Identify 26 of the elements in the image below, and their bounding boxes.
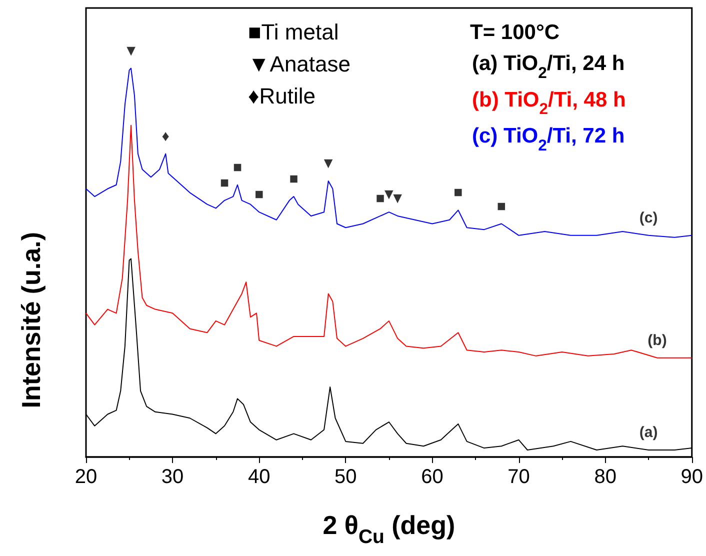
x-tick-label: 80 — [594, 466, 616, 488]
x-tick-label: 20 — [74, 466, 98, 488]
x-tick-label: 40 — [248, 466, 270, 488]
annotation: (c) — [639, 209, 658, 226]
annotation: ▼ — [124, 42, 138, 60]
annotation: ■ — [454, 184, 463, 202]
annotation: ■ — [496, 198, 506, 215]
annotation: (b) — [648, 332, 667, 349]
x-tick-label: 30 — [161, 466, 184, 488]
annotation: ♦ — [162, 128, 170, 145]
y-axis-title: Intensité (u.a.) — [16, 232, 46, 408]
x-tick-label: 90 — [680, 466, 703, 488]
x-tick-label: 50 — [334, 466, 357, 488]
annotation: ♦Rutile — [248, 84, 316, 108]
text: ■Ti metal — [248, 20, 339, 44]
annotation: ■ — [376, 190, 385, 207]
annotation: ■ — [220, 174, 230, 192]
annotation: ▼ — [320, 154, 336, 172]
annotation: ■ — [289, 170, 298, 188]
x-tick-label: 70 — [508, 466, 530, 488]
legend-title: T= 100°C — [470, 21, 560, 44]
x-tick-label: 60 — [421, 466, 444, 488]
annotation: ▼Anatase — [248, 52, 351, 76]
annotation: ■ — [254, 186, 264, 204]
annotation: ■ — [232, 158, 242, 176]
annotation: (a) — [639, 424, 658, 442]
